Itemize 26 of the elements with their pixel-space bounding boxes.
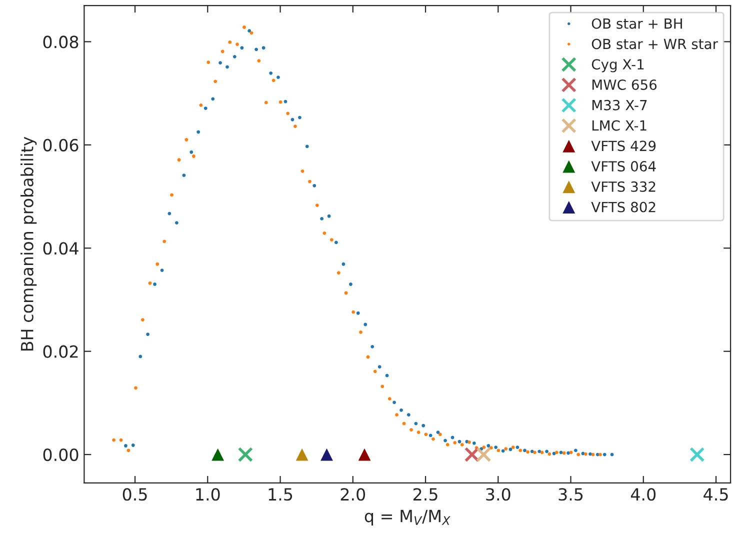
y-axis-title: BH companion probability <box>20 136 37 351</box>
legend-label: MWC 656 <box>592 79 657 90</box>
y-tick-label: 0.04 <box>43 242 78 255</box>
x-tick-label: 3.5 <box>558 488 583 501</box>
x-tick-label: 1.5 <box>268 488 292 501</box>
legend-label: LMC X-1 <box>592 120 646 131</box>
legend-label: VFTS 332 <box>591 181 656 192</box>
y-tick-label: 0.00 <box>43 448 78 462</box>
x-tick-label: 0.5 <box>122 488 147 501</box>
x-axis-title: q = M$_{V}$/M$_{X}$ <box>364 510 450 526</box>
x-tick-label: 1.0 <box>196 488 220 501</box>
legend-label: VFTS 064 <box>591 161 656 172</box>
x-tick-label: 3.0 <box>486 488 510 501</box>
legend-label: VFTS 429 <box>591 140 656 152</box>
y-tick-label: 0.06 <box>43 138 78 152</box>
legend-label: VFTS 802 <box>591 202 656 212</box>
x-tick-label: 2.5 <box>413 488 438 501</box>
legend-label: Cyg X-1 <box>592 59 644 72</box>
legend-label: OB star + WR star <box>592 38 718 50</box>
y-tick-label: 0.02 <box>43 345 78 358</box>
x-tick-label: 2.0 <box>340 488 366 501</box>
legend-label: M33 X-7 <box>592 100 647 110</box>
y-tick-label: 0.08 <box>43 36 78 48</box>
legend-label: OB star + BH <box>592 18 682 29</box>
x-tick-label: 4.0 <box>630 488 656 501</box>
x-tick-label: 4.5 <box>704 488 728 501</box>
